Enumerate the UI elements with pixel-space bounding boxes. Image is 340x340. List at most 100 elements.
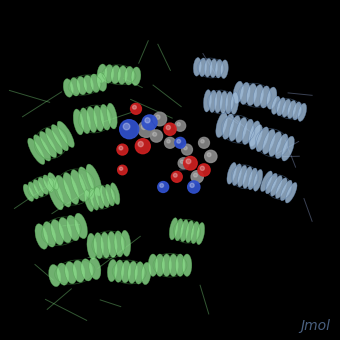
Ellipse shape [110, 183, 120, 205]
Ellipse shape [262, 129, 275, 154]
Ellipse shape [298, 103, 307, 121]
Circle shape [177, 122, 181, 126]
Circle shape [118, 165, 127, 175]
Ellipse shape [34, 135, 51, 161]
Ellipse shape [169, 254, 178, 276]
Circle shape [141, 124, 147, 130]
Ellipse shape [114, 260, 124, 282]
Ellipse shape [233, 81, 243, 103]
Circle shape [201, 139, 204, 143]
Circle shape [184, 156, 197, 170]
Circle shape [150, 130, 163, 142]
Circle shape [145, 118, 150, 123]
Ellipse shape [292, 102, 301, 120]
Ellipse shape [63, 79, 73, 97]
Ellipse shape [101, 232, 111, 258]
Ellipse shape [155, 254, 165, 276]
Ellipse shape [240, 82, 250, 104]
Circle shape [160, 184, 164, 187]
Ellipse shape [204, 90, 211, 112]
Ellipse shape [38, 177, 49, 194]
Ellipse shape [266, 173, 277, 194]
Ellipse shape [275, 178, 287, 199]
Ellipse shape [169, 218, 178, 240]
Ellipse shape [81, 259, 93, 281]
Ellipse shape [97, 73, 107, 91]
Circle shape [173, 173, 177, 177]
Ellipse shape [35, 224, 48, 249]
Circle shape [158, 182, 169, 192]
Circle shape [166, 125, 170, 130]
Ellipse shape [275, 134, 288, 159]
Ellipse shape [277, 98, 286, 116]
Ellipse shape [128, 261, 137, 284]
Ellipse shape [193, 57, 201, 76]
Circle shape [117, 144, 128, 155]
Ellipse shape [236, 117, 247, 143]
Ellipse shape [76, 76, 87, 95]
Ellipse shape [107, 232, 117, 258]
Ellipse shape [84, 190, 94, 211]
Circle shape [186, 159, 191, 164]
Ellipse shape [246, 84, 257, 106]
Ellipse shape [220, 91, 228, 114]
Circle shape [199, 137, 209, 148]
Circle shape [178, 158, 189, 169]
Ellipse shape [89, 188, 99, 210]
Ellipse shape [23, 184, 34, 201]
Ellipse shape [55, 175, 71, 207]
Ellipse shape [49, 265, 61, 287]
Ellipse shape [250, 124, 262, 149]
Ellipse shape [141, 262, 151, 285]
Ellipse shape [280, 180, 292, 201]
Ellipse shape [180, 220, 189, 242]
Ellipse shape [94, 233, 104, 259]
Ellipse shape [256, 127, 269, 152]
Ellipse shape [43, 222, 56, 247]
Ellipse shape [185, 221, 194, 243]
Ellipse shape [45, 128, 63, 154]
Ellipse shape [225, 91, 233, 114]
Ellipse shape [100, 104, 110, 130]
Ellipse shape [90, 74, 100, 92]
Ellipse shape [107, 103, 117, 129]
Circle shape [131, 103, 141, 114]
Ellipse shape [121, 260, 131, 283]
Circle shape [177, 139, 181, 143]
Ellipse shape [175, 254, 185, 276]
Ellipse shape [79, 167, 94, 199]
Ellipse shape [74, 213, 87, 239]
Circle shape [167, 139, 170, 143]
Circle shape [182, 144, 192, 155]
Ellipse shape [242, 119, 254, 144]
Ellipse shape [93, 105, 104, 131]
Circle shape [165, 137, 175, 148]
Ellipse shape [80, 108, 90, 134]
Ellipse shape [118, 66, 127, 84]
Ellipse shape [71, 170, 87, 202]
Ellipse shape [73, 260, 85, 283]
Ellipse shape [209, 90, 217, 113]
Ellipse shape [209, 59, 218, 78]
Circle shape [184, 146, 187, 150]
Ellipse shape [175, 219, 183, 241]
Circle shape [142, 115, 157, 130]
Ellipse shape [253, 85, 264, 107]
Ellipse shape [260, 171, 272, 191]
Ellipse shape [134, 262, 144, 284]
Ellipse shape [222, 114, 234, 139]
Ellipse shape [114, 231, 124, 257]
Circle shape [198, 164, 210, 176]
Ellipse shape [57, 263, 69, 285]
Ellipse shape [87, 233, 97, 259]
Ellipse shape [282, 136, 294, 161]
Circle shape [191, 171, 203, 183]
Ellipse shape [248, 168, 257, 190]
Ellipse shape [48, 178, 64, 210]
Ellipse shape [28, 182, 39, 199]
Ellipse shape [33, 180, 44, 197]
Ellipse shape [48, 173, 58, 190]
Ellipse shape [39, 131, 57, 158]
Ellipse shape [282, 99, 291, 117]
Circle shape [119, 146, 123, 150]
